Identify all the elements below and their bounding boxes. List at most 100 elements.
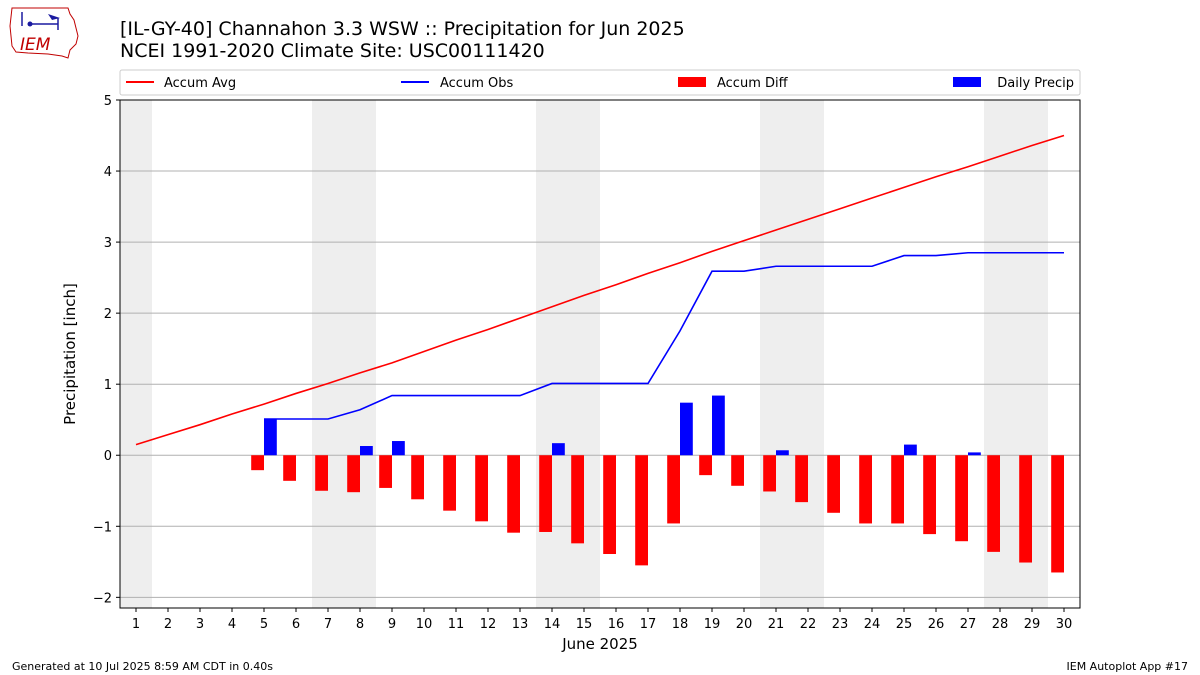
accum-diff-bar xyxy=(635,455,648,566)
x-tick-label: 25 xyxy=(896,617,913,632)
y-tick-label: 2 xyxy=(104,307,112,322)
accum-diff-bar xyxy=(539,455,552,532)
x-tick-label: 26 xyxy=(928,617,945,632)
x-tick-label: 12 xyxy=(480,617,497,632)
weekend-shade xyxy=(792,100,824,608)
accum-diff-bar xyxy=(347,455,360,493)
legend-swatch-accum-diff xyxy=(678,77,706,87)
legend-box xyxy=(119,69,1081,96)
accum-diff-bar xyxy=(507,455,520,533)
daily-precip-bar xyxy=(264,419,277,456)
legend-label-accum-obs: Accum Obs xyxy=(440,76,513,91)
weekend-shade xyxy=(312,100,344,608)
accum-diff-bar xyxy=(891,455,904,524)
legend-label-accum-avg: Accum Avg xyxy=(164,76,236,91)
x-tick-label: 7 xyxy=(324,617,332,632)
accum-diff-bar xyxy=(1019,455,1032,563)
weekend-shade xyxy=(120,100,152,608)
accum-diff-bar xyxy=(475,455,488,522)
y-tick-label: −1 xyxy=(93,520,112,535)
weekend-shade xyxy=(344,100,376,608)
y-tick-label: −2 xyxy=(93,591,112,606)
accum-diff-bar xyxy=(1051,455,1064,573)
chart-subtitle: NCEI 1991-2020 Climate Site: USC00111420 xyxy=(120,40,545,62)
x-tick-label: 16 xyxy=(608,617,625,632)
chart-title: [IL-GY-40] Channahon 3.3 WSW :: Precipit… xyxy=(120,18,685,40)
y-axis-label: Precipitation [inch] xyxy=(61,283,79,425)
x-tick-label: 1 xyxy=(132,617,140,632)
x-tick-label: 29 xyxy=(1024,617,1041,632)
x-tick-label: 11 xyxy=(448,617,465,632)
daily-precip-bar xyxy=(776,450,789,456)
y-tick-label: 5 xyxy=(104,94,112,109)
accum-diff-bar xyxy=(699,455,712,476)
accum-diff-bar xyxy=(315,455,328,491)
accum-diff-bar xyxy=(827,455,840,513)
generated-timestamp: Generated at 10 Jul 2025 8:59 AM CDT in … xyxy=(12,660,273,673)
x-axis-ticks: 1 2 3 4 5 6 7 8 9 10 11 12 13 14 15 16 17 18 19 20 21 22 23 24 2… xyxy=(132,608,1072,632)
lines xyxy=(135,134,1065,446)
legend-label-accum-diff: Accum Diff xyxy=(717,76,789,91)
x-tick-label: 13 xyxy=(512,617,529,632)
accum-diff-bar xyxy=(571,455,584,544)
y-tick-label: 1 xyxy=(104,378,112,393)
weekend-shade xyxy=(760,100,792,608)
x-tick-label: 20 xyxy=(736,617,753,632)
x-axis-label: June 2025 xyxy=(561,635,638,653)
x-tick-label: 22 xyxy=(800,617,817,632)
x-tick-label: 4 xyxy=(228,617,236,632)
daily-precip-bar xyxy=(552,443,565,456)
accum-diff-bar xyxy=(603,455,616,555)
accum-obs-line xyxy=(264,251,1064,420)
x-tick-label: 27 xyxy=(960,617,977,632)
accum-diff-bar xyxy=(923,455,936,535)
legend: Accum Avg Accum Obs Accum Diff Daily Precip xyxy=(119,69,1081,96)
x-tick-label: 9 xyxy=(388,617,396,632)
daily-precip-bar xyxy=(712,395,725,456)
x-tick-label: 3 xyxy=(196,617,204,632)
y-tick-label: 0 xyxy=(104,449,112,464)
y-tick-label: 3 xyxy=(104,236,112,251)
daily-precip-bar xyxy=(392,441,405,456)
x-tick-label: 21 xyxy=(768,617,785,632)
x-tick-label: 8 xyxy=(356,617,364,632)
daily-precip-bar xyxy=(968,452,981,456)
accum-diff-bar xyxy=(987,455,1000,552)
accum-diff-bar xyxy=(443,455,456,511)
plot-frame xyxy=(119,99,1081,609)
bars xyxy=(251,395,1064,573)
accum-diff-bar xyxy=(283,455,296,481)
daily-precip-bar xyxy=(904,444,917,456)
y-tick-label: 4 xyxy=(104,165,112,180)
x-tick-label: 14 xyxy=(544,617,561,632)
x-tick-label: 17 xyxy=(640,617,657,632)
legend-label-daily-precip: Daily Precip xyxy=(997,76,1074,91)
daily-precip-bar xyxy=(360,446,373,456)
x-tick-label: 2 xyxy=(164,617,172,632)
iem-logo: IEM xyxy=(9,7,79,59)
accum-diff-bar xyxy=(379,455,392,488)
x-tick-label: 5 xyxy=(260,617,268,632)
app-credit: IEM Autoplot App #17 xyxy=(1066,660,1189,673)
x-tick-label: 24 xyxy=(864,617,881,632)
accum-avg-line xyxy=(135,134,1065,446)
x-tick-label: 6 xyxy=(292,617,300,632)
accum-diff-bar xyxy=(667,455,680,524)
x-tick-label: 30 xyxy=(1056,617,1073,632)
accum-diff-bar xyxy=(251,455,264,471)
logo-text: IEM xyxy=(20,35,51,55)
x-tick-label: 15 xyxy=(576,617,593,632)
x-tick-label: 18 xyxy=(672,617,689,632)
x-tick-label: 23 xyxy=(832,617,849,632)
legend-swatch-daily-precip xyxy=(953,77,981,87)
x-tick-label: 19 xyxy=(704,617,721,632)
accum-diff-bar xyxy=(955,455,968,542)
x-tick-label: 10 xyxy=(416,617,433,632)
y-axis-ticks: 5 4 3 2 1 0 −1 −2 xyxy=(93,94,120,606)
daily-precip-bar xyxy=(680,402,693,456)
accum-diff-bar xyxy=(411,455,424,500)
accum-diff-bar xyxy=(795,455,808,503)
accum-diff-bar xyxy=(731,455,744,486)
accum-diff-bar xyxy=(859,455,872,524)
